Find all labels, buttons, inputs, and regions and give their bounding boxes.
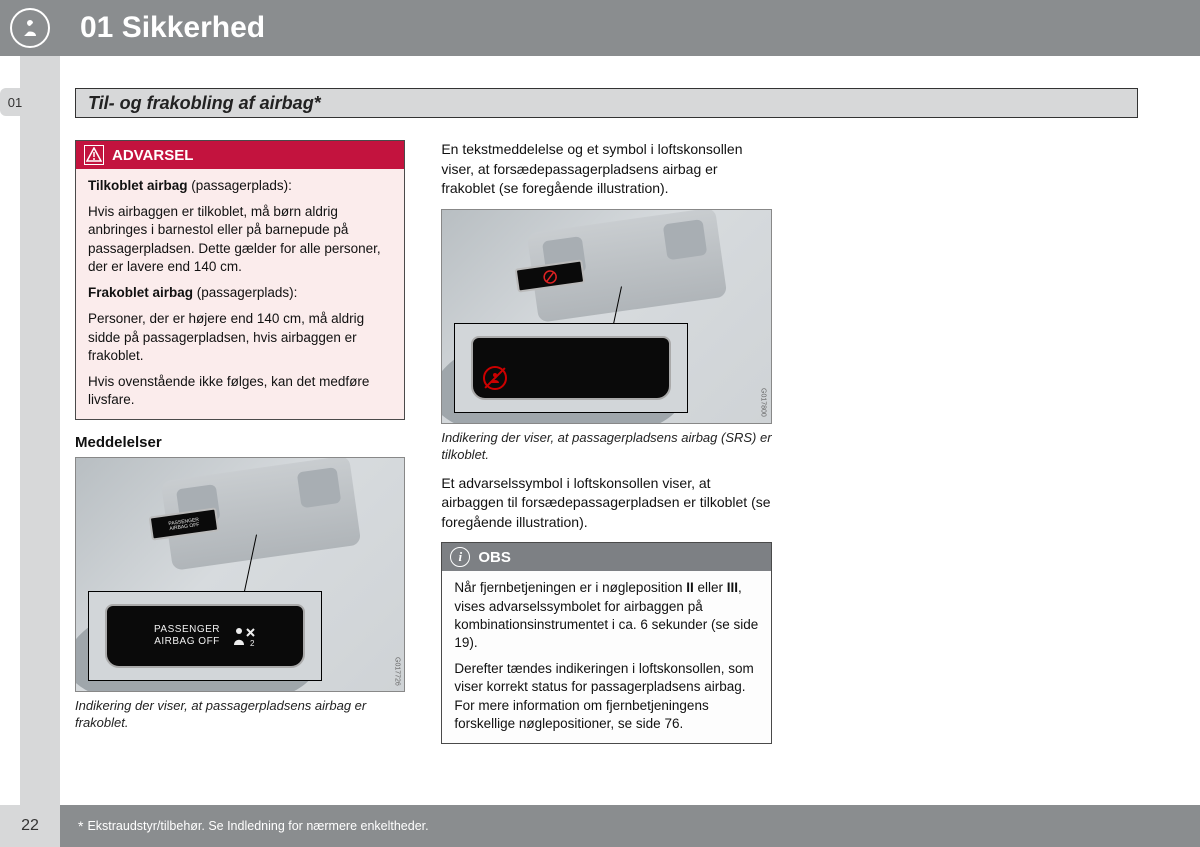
figure1-caption: Indikering der viser, at passagerpladsen… xyxy=(75,698,405,732)
display-line1: PASSENGER xyxy=(154,624,220,636)
obs-header: i OBS xyxy=(442,543,770,571)
warn-p1-bold: Tilkoblet airbag xyxy=(88,178,188,193)
seatbelt-prohibit-icon xyxy=(10,8,50,48)
warning-body: Tilkoblet airbag (passagerplads): Hvis a… xyxy=(76,169,404,419)
figure2-code: G017800 xyxy=(760,388,767,417)
chapter-title: 01 Sikkerhed xyxy=(80,11,265,45)
warn-p5: Hvis ovenstående ikke følges, kan det me… xyxy=(88,373,392,409)
obs-box: i OBS Når fjernbetjeningen er i nøglepos… xyxy=(441,542,771,744)
seatbelt-icon-box xyxy=(0,0,60,56)
col2-intro-text: En tekstmeddelelse og et symbol i loftsk… xyxy=(441,140,771,199)
airbag-off-symbol-icon: 2 xyxy=(230,623,256,649)
messages-heading: Meddelelser xyxy=(75,434,405,451)
warning-header: ADVARSEL xyxy=(76,141,404,169)
page-number: 22 xyxy=(0,805,60,847)
chapter-number-tab: 01 xyxy=(0,88,30,116)
obs-label: OBS xyxy=(478,549,511,566)
callout-detail-box: PASSENGER AIRBAG OFF 2 xyxy=(88,591,322,681)
obs-body: Når fjernbetjeningen er i nøgleposition … xyxy=(442,571,770,743)
warning-box: ADVARSEL Tilkoblet airbag (passagerplads… xyxy=(75,140,405,420)
obs-p1-a: Når fjernbetjeningen er i nøgleposition xyxy=(454,580,686,595)
figure-airbag-on: G017800 xyxy=(441,209,771,424)
column-right xyxy=(808,140,1138,787)
child-seat-prohibit-icon xyxy=(483,366,507,390)
figure1-code: G017726 xyxy=(393,657,400,686)
callout-detail-box-2 xyxy=(454,323,688,413)
warn-p3-rest: (passagerplads): xyxy=(193,285,297,300)
content-area: ADVARSEL Tilkoblet airbag (passagerplads… xyxy=(75,140,1138,787)
figure2-caption: Indikering der viser, at passagerpladsen… xyxy=(441,430,771,464)
footnote-text: Ekstraudstyr/tilbehør. Se Indledning for… xyxy=(87,819,428,833)
display-line2: AIRBAG OFF xyxy=(154,636,220,648)
obs-p1-d: III xyxy=(727,580,738,595)
obs-p2: Derefter tændes indikeringen i loftskons… xyxy=(454,660,758,733)
obs-p1-b: II xyxy=(686,580,694,595)
obs-p1-c: eller xyxy=(694,580,727,595)
svg-text:2: 2 xyxy=(250,639,255,648)
footnote-asterisk: * xyxy=(78,818,83,834)
section-subtitle: Til- og frakobling af airbag* xyxy=(75,88,1138,118)
info-icon: i xyxy=(450,547,470,567)
col2-after-text: Et advarselssymbol i loftskonsollen vise… xyxy=(441,474,771,533)
warn-p3-bold: Frakoblet airbag xyxy=(88,285,193,300)
airbag-on-display xyxy=(471,336,671,400)
figure-airbag-off: PASSENGERAIRBAG OFF PASSENGER AIRBAG OFF… xyxy=(75,457,405,692)
column-middle: En tekstmeddelelse og et symbol i loftsk… xyxy=(441,140,771,787)
warn-p4: Personer, der er højere end 140 cm, må a… xyxy=(88,310,392,365)
left-margin-bar xyxy=(20,56,60,847)
page-footer: 22 * Ekstraudstyr/tilbehør. Se Indlednin… xyxy=(0,805,1200,847)
warn-p1-rest: (passagerplads): xyxy=(188,178,292,193)
warning-triangle-icon xyxy=(84,145,104,165)
airbag-off-display: PASSENGER AIRBAG OFF 2 xyxy=(105,604,305,668)
warning-label: ADVARSEL xyxy=(112,147,193,164)
column-left: ADVARSEL Tilkoblet airbag (passagerplads… xyxy=(75,140,405,787)
warn-p2: Hvis airbaggen er tilkoblet, må børn ald… xyxy=(88,203,392,276)
chapter-header: 01 Sikkerhed xyxy=(0,0,1200,56)
